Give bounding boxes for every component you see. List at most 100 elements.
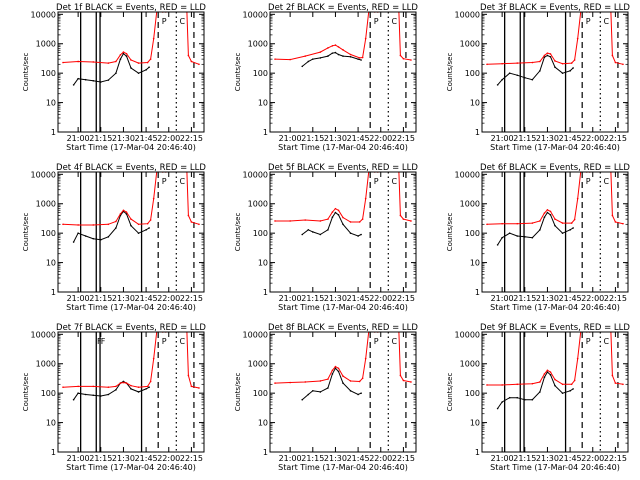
- lld-series-point: [289, 58, 291, 61]
- lld-series-line: [62, 332, 200, 389]
- events-series-point: [546, 54, 549, 57]
- lld-series-point: [561, 383, 564, 386]
- events-series-point: [99, 81, 102, 83]
- x-tick-label: 21:30: [112, 454, 135, 463]
- panel-title: Det 1f BLACK = Events, RED = LLD: [56, 3, 206, 13]
- plot-frame: [269, 331, 417, 453]
- events-series-point: [501, 78, 503, 81]
- lld-series-point: [570, 222, 573, 224]
- events-series-point: [130, 224, 132, 227]
- lld-series-point: [274, 58, 276, 60]
- lld-series-point: [319, 220, 322, 222]
- events-series-point: [569, 390, 571, 392]
- plot-frame: [481, 331, 629, 453]
- lld-series-point: [614, 382, 617, 384]
- y-tick-label: 1000: [248, 40, 268, 49]
- lld-series-point: [198, 387, 200, 389]
- annotation-label: C: [392, 177, 398, 186]
- events-series-point: [554, 66, 556, 68]
- y-axis-label: Counts/sec: [234, 53, 242, 92]
- events-series-point: [554, 224, 556, 227]
- y-tick-label: 10000: [243, 170, 268, 179]
- x-tick-label: 21:45: [347, 134, 370, 143]
- events-series-point: [92, 237, 95, 240]
- events-series-point: [107, 236, 110, 238]
- annotation-label: C: [392, 17, 398, 26]
- lld-series-point: [399, 214, 402, 217]
- lld-series-point: [410, 59, 412, 61]
- lld-series-point: [107, 62, 110, 64]
- panel-title: Det 7f BLACK = Events, RED = LLD: [56, 323, 206, 333]
- lld-series-point: [622, 63, 624, 66]
- x-tick-label: 21:45: [347, 454, 370, 463]
- lld-series-point: [198, 223, 200, 226]
- x-tick-label: 21:15: [89, 454, 112, 463]
- lld-series-point: [531, 222, 534, 224]
- lld-series-point: [539, 220, 541, 222]
- events-series-point: [572, 227, 574, 229]
- events-series-point: [546, 371, 549, 373]
- x-tick-label: 21:30: [324, 294, 347, 303]
- events-series-point: [107, 393, 110, 396]
- annotation-label: P: [586, 337, 591, 346]
- series-layer: [274, 12, 412, 68]
- lld-series-point: [546, 369, 549, 372]
- lld-series-point: [190, 221, 193, 223]
- lld-series-point: [92, 385, 95, 388]
- series-layer: [62, 12, 200, 86]
- events-series-line: [73, 380, 150, 400]
- events-series-point: [148, 227, 150, 229]
- annotation-label: C: [604, 17, 610, 26]
- lld-series-point: [349, 53, 352, 56]
- events-series-point: [523, 236, 526, 238]
- x-axis-label: Start Time (17-Mar-04 20:46:40): [490, 303, 620, 312]
- x-tick-label: 21:15: [513, 454, 536, 463]
- lld-series-point: [554, 60, 556, 62]
- panel-title: Det 4f BLACK = Events, RED = LLD: [56, 163, 206, 173]
- y-tick-label: 10: [470, 419, 480, 428]
- events-series-point: [92, 394, 95, 397]
- lld-series-point: [539, 381, 541, 383]
- lld-series-point: [399, 374, 402, 377]
- events-series-point: [360, 233, 362, 236]
- annotation-label: P: [162, 337, 167, 346]
- events-series-point: [145, 229, 147, 231]
- events-series-point: [130, 388, 132, 390]
- lld-series-point: [561, 222, 564, 224]
- events-series-point: [561, 232, 564, 234]
- events-series-line: [497, 54, 574, 86]
- x-tick-label: 21:00: [491, 134, 514, 143]
- y-tick-label: 10: [470, 259, 480, 268]
- det-panel: Det 9f BLACK = Events, RED = LLD Counts/s…: [446, 323, 630, 472]
- lld-series-point: [152, 357, 155, 360]
- lld-series-point: [410, 220, 412, 222]
- events-series-line: [497, 211, 574, 246]
- events-series-point: [77, 392, 79, 394]
- lld-series-point: [334, 207, 337, 210]
- events-series-point: [337, 214, 340, 216]
- events-series-line: [301, 367, 362, 401]
- y-tick-label: 100: [253, 229, 268, 238]
- lld-series-point: [549, 53, 552, 55]
- events-series-point: [516, 235, 519, 237]
- lld-series-point: [125, 52, 128, 55]
- y-tick-label: 10: [46, 419, 56, 428]
- series-layer: [486, 332, 624, 410]
- y-axis-label: Counts/sec: [22, 213, 30, 252]
- events-series-point: [569, 229, 571, 231]
- lld-series-point: [349, 221, 352, 223]
- x-tick-label: 21:30: [112, 294, 135, 303]
- x-axis-label: Start Time (17-Mar-04 20:46:40): [66, 143, 196, 152]
- lld-series-point: [274, 382, 276, 384]
- lld-series-point: [361, 377, 364, 380]
- events-series-line: [301, 52, 362, 67]
- y-tick-label: 1: [263, 448, 268, 457]
- events-series-point: [337, 370, 340, 373]
- y-tick-label: 100: [41, 229, 56, 238]
- lld-series-point: [107, 223, 110, 226]
- events-series-point: [496, 84, 499, 86]
- events-series-point: [342, 55, 344, 57]
- lld-series-point: [149, 380, 152, 383]
- annotation-label: P: [374, 337, 379, 346]
- lld-series-point: [327, 218, 329, 220]
